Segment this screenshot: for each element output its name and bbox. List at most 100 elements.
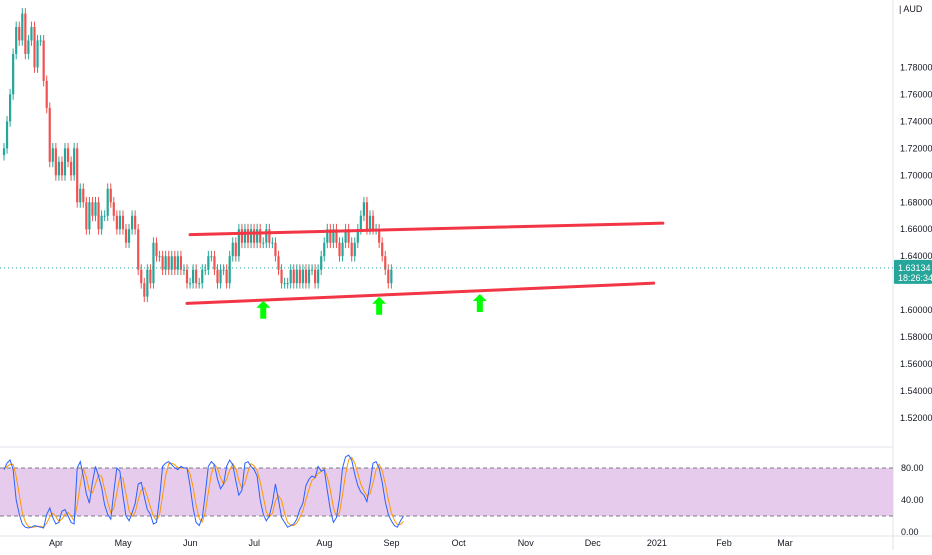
candle-body: [149, 269, 152, 284]
support-arrow: [472, 294, 487, 313]
countdown-label: 18:26:34: [898, 273, 932, 283]
candle-body: [73, 148, 76, 176]
candle-body: [12, 53, 15, 95]
candle-body: [253, 229, 256, 243]
candle-body: [329, 229, 332, 243]
candle-body: [274, 242, 277, 257]
candle-body: [198, 283, 201, 285]
candle-body: [173, 256, 176, 270]
candle-body: [225, 269, 228, 284]
candle-body: [33, 26, 36, 68]
time-tick-label: Nov: [518, 538, 535, 548]
price-tick-label: 1.78000: [900, 62, 932, 72]
candle-body: [170, 256, 173, 270]
candle-body: [256, 229, 259, 243]
price-tick-label: 1.64000: [900, 251, 932, 261]
time-tick-label: Mar: [777, 538, 793, 548]
candle-body: [228, 256, 231, 284]
time-tick-label: 2021: [647, 538, 667, 548]
candle-body: [127, 229, 131, 243]
candle-body: [344, 229, 347, 243]
candle-body: [79, 188, 82, 203]
oscillator-band: [0, 468, 893, 516]
candle-body: [283, 283, 286, 285]
channel-line-lower: [185, 281, 656, 305]
candle-body: [164, 256, 167, 270]
candle-body: [118, 215, 121, 230]
candle-body: [222, 269, 225, 271]
candle-body: [289, 269, 292, 284]
candle-body: [265, 229, 268, 243]
candle-body: [18, 26, 21, 41]
candle-body: [167, 256, 170, 270]
candle-body: [185, 269, 189, 284]
support-arrow: [256, 300, 271, 319]
stoch-k-line: [3, 454, 404, 529]
candle-body: [341, 242, 344, 257]
time-tick-label: Aug: [316, 538, 332, 548]
candle-body: [182, 269, 186, 271]
candle-body: [323, 242, 326, 257]
candle-body: [51, 148, 54, 162]
candle-body: [378, 229, 381, 243]
candle-body: [301, 269, 304, 284]
candle-body: [295, 269, 298, 284]
candle-body: [48, 107, 51, 162]
candle-body: [100, 215, 103, 230]
time-tick-label: Jul: [248, 538, 260, 548]
candle-body: [384, 256, 387, 270]
candle-body: [176, 256, 179, 270]
price-tick-label: 1.74000: [900, 116, 932, 126]
candle-body: [219, 269, 222, 284]
oscillator-tick-label: 80.00: [901, 463, 924, 473]
candle-body: [97, 202, 100, 230]
candle-body: [115, 215, 118, 230]
time-tick-label: Sep: [383, 538, 399, 548]
candle-body: [63, 148, 67, 176]
candle-body: [368, 215, 372, 230]
candle-body: [131, 215, 134, 230]
candle-body: [259, 229, 262, 243]
oscillator-tick-label: 40.00: [901, 495, 924, 505]
candle-body: [70, 161, 73, 176]
candle-body: [237, 229, 240, 257]
price-tick-label: 1.68000: [900, 197, 932, 207]
candle-body: [371, 215, 375, 230]
time-tick-label: Jun: [183, 538, 198, 548]
candle-body: [85, 202, 88, 230]
candle-body: [304, 269, 308, 284]
price-tick-label: 1.60000: [900, 305, 932, 315]
price-tick-label: 1.52000: [900, 413, 932, 423]
time-tick-label: Feb: [716, 538, 732, 548]
candle-body: [15, 26, 18, 54]
candle-body: [112, 202, 115, 216]
candle-body: [158, 256, 161, 258]
last-price-tag: [894, 259, 932, 284]
time-tick-label: Oct: [452, 538, 467, 548]
candle-body: [332, 229, 335, 243]
candle-body: [262, 242, 265, 244]
candle-body: [356, 229, 359, 243]
candle-body: [39, 40, 42, 42]
candle-body: [2, 148, 6, 156]
candle-body: [27, 40, 30, 54]
time-tick-label: Apr: [49, 538, 63, 548]
candle-body: [179, 256, 182, 270]
price-tick-label: 1.72000: [900, 143, 932, 153]
candle-body: [24, 13, 27, 54]
candle-body: [246, 229, 250, 243]
candle-body: [42, 40, 45, 81]
candle-body: [350, 242, 353, 257]
support-arrow: [372, 296, 387, 315]
candle-body: [106, 188, 109, 216]
candle-body: [338, 242, 341, 257]
price-tick-label: 1.56000: [900, 359, 932, 369]
candle-body: [195, 269, 198, 284]
candle-body: [207, 256, 210, 270]
candle-body: [314, 269, 317, 284]
candle-body: [320, 256, 323, 270]
price-tick-label: 1.58000: [900, 332, 932, 342]
candle-body: [36, 40, 39, 68]
candle-body: [347, 229, 350, 243]
